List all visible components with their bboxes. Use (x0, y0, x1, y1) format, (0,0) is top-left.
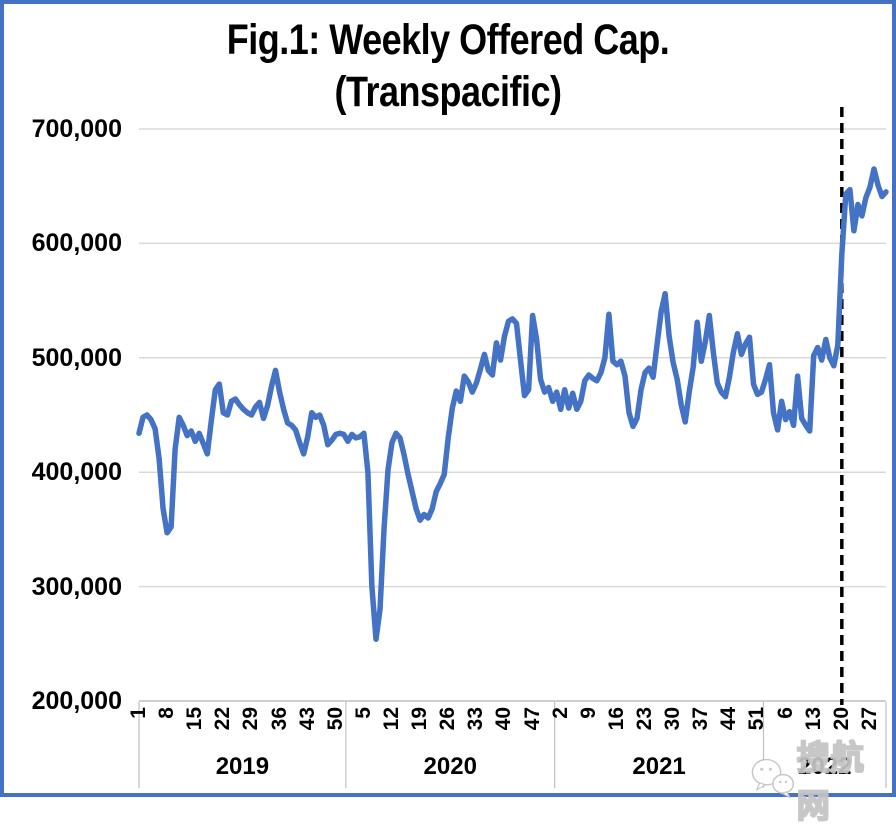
x-axis-label: 19 (408, 707, 432, 731)
x-axis-label: 8 (155, 707, 179, 719)
x-axis-label: 29 (239, 707, 263, 731)
x-axis-label: 2 (548, 707, 572, 719)
x-axis-label: 51 (745, 707, 769, 731)
chart-svg (136, 107, 889, 788)
series-line (136, 166, 889, 642)
x-axis-label: 9 (576, 707, 600, 719)
x-axis-label: 26 (436, 707, 460, 731)
x-axis-label: 22 (211, 707, 235, 731)
x-axis-label: 43 (295, 707, 319, 731)
x-axis-label: 6 (773, 707, 797, 719)
y-axis-label: 400,000 (31, 458, 122, 487)
x-axis-label: 12 (380, 707, 404, 731)
chart-title-line2: (Transpacific) (334, 67, 562, 116)
y-axis-label: 500,000 (31, 343, 122, 372)
year-label: 2021 (632, 753, 686, 780)
x-axis-label: 44 (717, 707, 741, 731)
chart-title-line1: Fig.1: Weekly Offered Cap. (226, 15, 670, 64)
x-axis-label: 40 (492, 707, 516, 731)
x-axis-label: 30 (661, 707, 685, 731)
x-axis-label: 13 (801, 707, 825, 731)
x-axis-label: 37 (689, 707, 713, 731)
y-axis-label: 600,000 (31, 229, 122, 258)
y-axis-label: 700,000 (31, 115, 122, 143)
x-axis-label: 1 (127, 707, 150, 719)
year-label: 2019 (215, 753, 270, 780)
x-axis-label: 33 (464, 707, 488, 731)
x-axis-label: 36 (267, 707, 291, 731)
year-label: 2020 (423, 753, 477, 780)
x-axis-label: 15 (183, 707, 207, 731)
chart-title: Fig.1: Weekly Offered Cap. (Transpacific… (0, 14, 896, 118)
y-axis-label: 300,000 (31, 572, 122, 601)
x-axis-label: 23 (633, 707, 657, 731)
x-axis-label: 50 (323, 707, 347, 731)
year-label: 2022 (798, 753, 852, 780)
x-axis-label: 16 (604, 707, 628, 731)
x-axis-label: 27 (857, 707, 881, 731)
y-axis-label: 200,000 (31, 687, 122, 715)
x-axis-label: 5 (351, 707, 375, 719)
x-axis-label: 47 (520, 707, 544, 731)
x-axis-label: 20 (829, 707, 853, 731)
